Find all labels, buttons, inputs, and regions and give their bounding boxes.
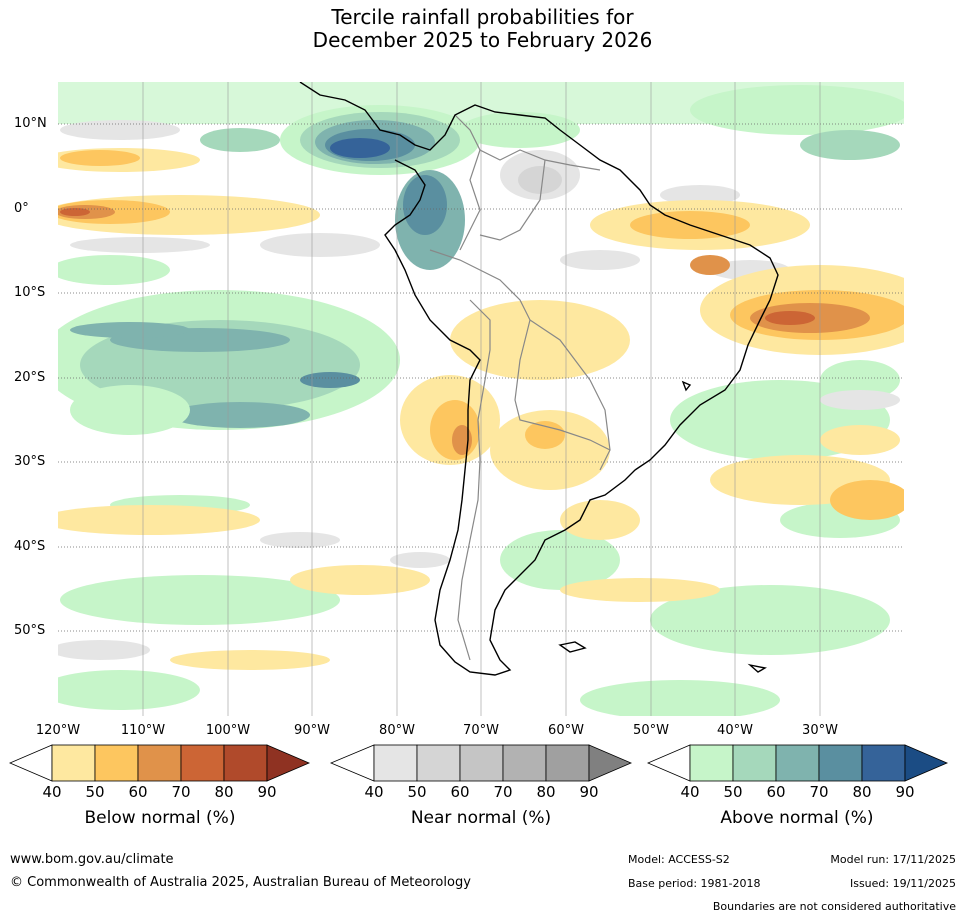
footer-model-run: Model run: 17/11/2025 [830, 853, 956, 866]
colorbar-below-label: Below normal (%) [84, 808, 236, 828]
footer-model: Model: ACCESS-S2 [628, 853, 730, 866]
lat-label-30s: 30°S [14, 454, 46, 469]
lon-label-60w: 60°W [548, 723, 584, 738]
colorbar-below-low-arrow [8, 744, 53, 782]
above-tick-70: 70 [809, 783, 829, 801]
below-tick-50: 50 [85, 783, 105, 801]
below-tick-90: 90 [257, 783, 277, 801]
colorbar-near-label: Near normal (%) [410, 808, 552, 828]
colorbar-near-seg-5 [545, 744, 590, 782]
footer-base-period: Base period: 1981-2018 [628, 877, 761, 890]
footer-issued: Issued: 19/11/2025 [849, 877, 956, 890]
below-tick-80: 80 [214, 783, 234, 801]
above-tick-60: 60 [766, 783, 786, 801]
country-borders [429, 114, 611, 661]
near-tick-90: 90 [579, 783, 599, 801]
lat-label-10n: 10°N [14, 116, 47, 131]
colorbar-above-seg-1 [689, 744, 734, 782]
above-tick-40: 40 [680, 783, 700, 801]
lon-label-100w: 100°W [205, 723, 251, 738]
lon-label-120w: 120°W [35, 723, 81, 738]
near-tick-70: 70 [493, 783, 513, 801]
above-tick-50: 50 [723, 783, 743, 801]
lon-label-70w: 70°W [463, 723, 499, 738]
above-tick-80: 80 [852, 783, 872, 801]
lat-label-50s: 50°S [14, 623, 46, 638]
colorbar-above-label: Above normal (%) [720, 808, 874, 828]
lat-label-20s: 20°S [14, 370, 46, 385]
below-tick-70: 70 [171, 783, 191, 801]
above-tick-90: 90 [895, 783, 915, 801]
colorbar-near-normal [329, 744, 633, 782]
below-tick-40: 40 [42, 783, 62, 801]
colorbar-below-seg-5 [223, 744, 268, 782]
near-tick-40: 40 [364, 783, 384, 801]
colorbar-near-seg-4 [502, 744, 547, 782]
coastline [299, 82, 779, 676]
near-tick-80: 80 [536, 783, 556, 801]
lon-label-90w: 90°W [294, 723, 330, 738]
longitude-gridlines [142, 82, 821, 716]
map-area [58, 82, 904, 716]
lon-label-30w: 30°W [802, 723, 838, 738]
colorbar-above-normal [646, 744, 949, 782]
footer-copyright: © Commonwealth of Australia 2025, Austra… [10, 875, 471, 890]
lat-label-10s: 10°S [14, 285, 46, 300]
colorbar-below-seg-4 [180, 744, 225, 782]
footer-url: www.bom.gov.au/climate [10, 852, 174, 867]
colorbar-above-seg-2 [732, 744, 777, 782]
footer-disclaimer: Boundaries are not considered authoritat… [712, 900, 956, 913]
lon-label-110w: 110°W [120, 723, 166, 738]
lat-label-40s: 40°S [14, 539, 46, 554]
below-tick-60: 60 [128, 783, 148, 801]
colorbar-below-normal [8, 744, 311, 782]
colorbar-below-seg-3 [137, 744, 182, 782]
lon-label-80w: 80°W [379, 723, 415, 738]
colorbar-above-seg-4 [818, 744, 863, 782]
colorbar-below-seg-2 [94, 744, 139, 782]
below-normal-regions [58, 148, 904, 670]
colorbar-near-seg-1 [373, 744, 418, 782]
colorbar-near-seg-2 [416, 744, 461, 782]
colorbar-above-low-arrow [646, 744, 691, 782]
colorbar-near-low-arrow [329, 744, 375, 782]
near-tick-60: 60 [450, 783, 470, 801]
colorbar-above-seg-5 [861, 744, 906, 782]
chart-title-line2: December 2025 to February 2026 [312, 28, 653, 52]
colorbar-below-high-arrow [266, 744, 311, 782]
colorbar-near-seg-3 [459, 744, 504, 782]
colorbar-above-seg-3 [775, 744, 820, 782]
colorbar-above-high-arrow [904, 744, 949, 782]
chart-title-line1: Tercile rainfall probabilities for [331, 5, 634, 29]
lat-label-0: 0° [14, 201, 29, 216]
colorbar-near-high-arrow [588, 744, 633, 782]
near-tick-50: 50 [407, 783, 427, 801]
colorbar-below-seg-1 [51, 744, 96, 782]
lon-label-40w: 40°W [717, 723, 753, 738]
lon-label-50w: 50°W [633, 723, 669, 738]
